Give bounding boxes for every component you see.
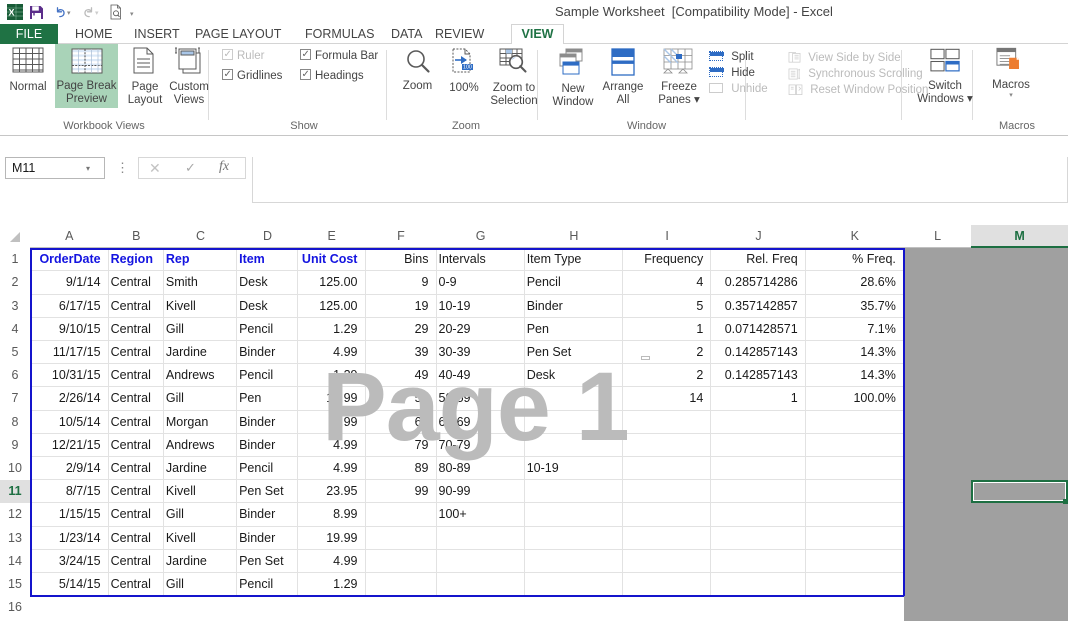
svg-text:100: 100 [463,65,472,71]
svg-text:X: X [9,8,15,18]
